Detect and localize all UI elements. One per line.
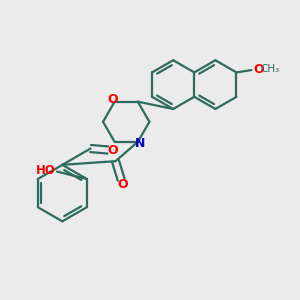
Text: O: O (254, 63, 264, 76)
Text: N: N (135, 137, 146, 150)
Text: O: O (107, 143, 118, 157)
Text: CH₃: CH₃ (260, 64, 280, 74)
Text: O: O (107, 93, 118, 106)
Text: HO: HO (36, 164, 56, 177)
Text: O: O (117, 178, 128, 191)
